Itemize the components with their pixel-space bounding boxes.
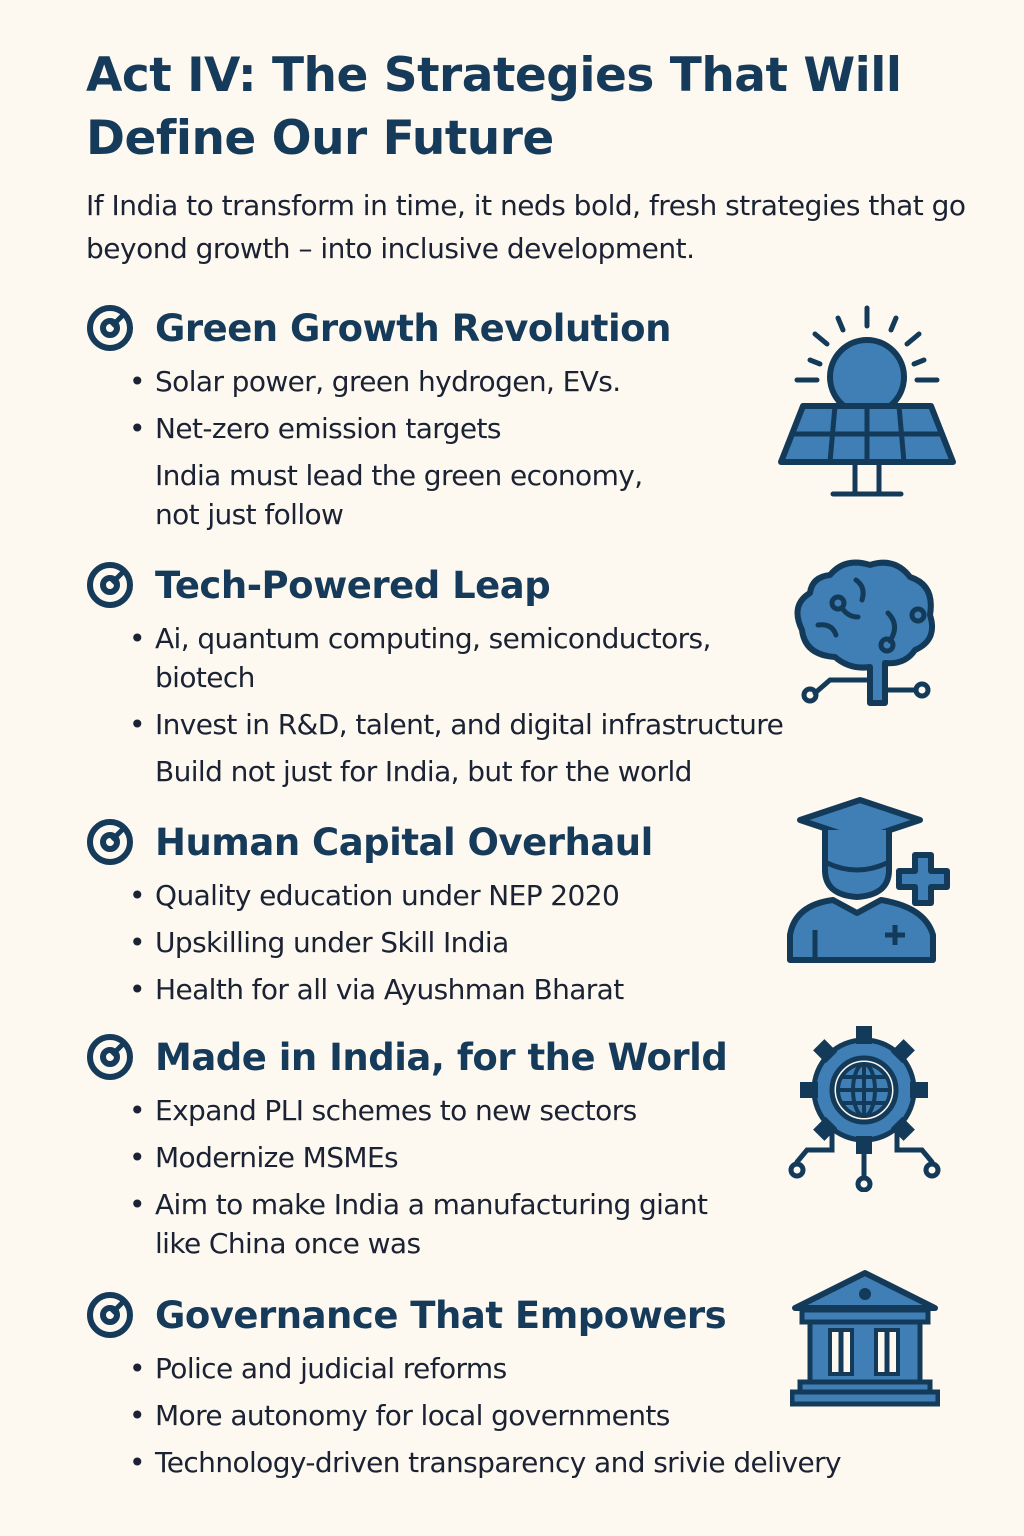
section-title: Governance That Empowers (155, 1293, 727, 1337)
bullet-item: Solar power, green hydrogen, EVs. (85, 362, 905, 401)
circuit-brain-icon (794, 559, 936, 706)
bullet-item: Technology-driven transparency and srivi… (85, 1443, 905, 1482)
section-tech-leap: Tech-Powered Leap Ai, quantum computing,… (85, 559, 905, 791)
bullet-item: Police and judicial reforms (85, 1349, 905, 1388)
solar-panel-icon (778, 305, 956, 497)
section-title: Green Growth Revolution (155, 306, 671, 350)
government-building-icon (790, 1270, 940, 1407)
target-icon (87, 1292, 133, 1338)
section-title: Human Capital Overhaul (155, 820, 653, 864)
section-human-capital: Human Capital Overhaul Quality education… (85, 816, 905, 1009)
target-icon (87, 1034, 133, 1080)
bullet-item: Health for all via Ayushman Bharat (85, 970, 905, 1009)
target-icon (87, 819, 133, 865)
section-made-in-india: Made in India, for the World Expand PLI … (85, 1031, 905, 1263)
bullet-item: Invest in R&D, talent, and digital infra… (85, 705, 905, 744)
bullet-continuation: like China once was (155, 1227, 421, 1260)
bullet-item: Net-zero emission targets (85, 409, 905, 448)
bullet-item: Ai, quantum computing, semiconductors, (85, 619, 905, 658)
target-icon (87, 562, 133, 608)
bullet-item: Aim to make India a manufacturing giant (85, 1185, 905, 1224)
bullet-item: Expand PLI schemes to new sectors (85, 1091, 905, 1130)
bullet-item: Modernize MSMEs (85, 1138, 905, 1177)
globe-gear-icon (788, 1026, 941, 1192)
note-text: Build not just for India, but for the wo… (155, 755, 692, 788)
note-text: not just follow (155, 498, 344, 531)
section-green-growth: Green Growth Revolution Solar power, gre… (85, 302, 905, 534)
bullet-item: Quality education under NEP 2020 (85, 876, 905, 915)
target-icon (87, 305, 133, 351)
bullet-continuation: biotech (155, 661, 255, 694)
bullet-item: Upskilling under Skill India (85, 923, 905, 962)
bullet-item: More autonomy for local governments (85, 1396, 905, 1435)
section-title: Made in India, for the World (155, 1035, 728, 1079)
page-title: Act IV: The Strategies That Will Define … (86, 48, 902, 166)
graduate-health-icon (787, 797, 950, 963)
subtitle: If India to transform in time, it neds b… (86, 189, 966, 265)
note-text: India must lead the green economy, (155, 459, 643, 492)
section-governance: Governance That Empowers Police and judi… (85, 1289, 905, 1482)
section-title: Tech-Powered Leap (155, 563, 551, 607)
